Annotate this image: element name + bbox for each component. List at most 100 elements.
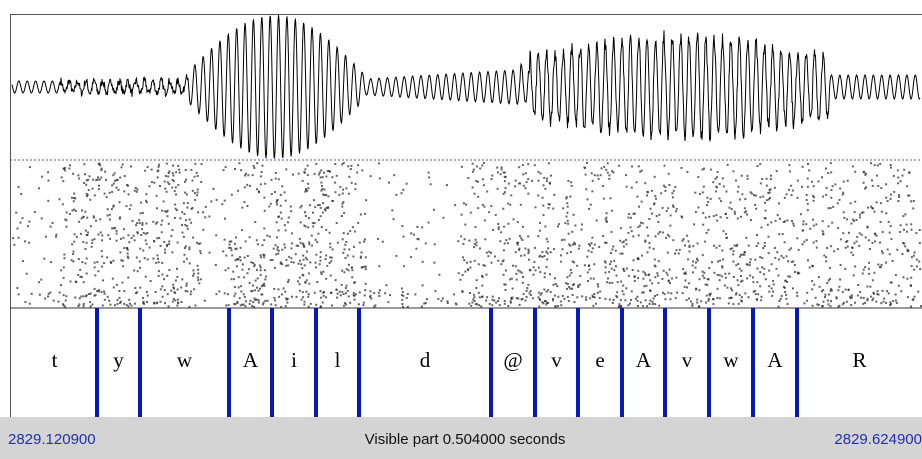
spectrogram-dot <box>55 233 58 236</box>
spectrogram-dot <box>481 178 484 181</box>
spectrogram-dot <box>768 197 771 199</box>
spectrogram-dot <box>586 255 589 258</box>
spectrogram-dot <box>99 164 102 167</box>
spectrogram-dot <box>512 218 515 221</box>
spectrogram-dot <box>812 199 815 202</box>
spectrogram-dot <box>763 273 765 276</box>
spectrogram-dot <box>199 252 202 255</box>
spectrogram-dot <box>494 213 497 216</box>
spectrogram-dot <box>400 294 403 296</box>
spectrogram-dot <box>222 250 225 253</box>
spectrogram-dot <box>118 296 121 299</box>
spectrogram-dot <box>165 210 168 213</box>
spectrogram-dot <box>416 225 419 228</box>
spectrogram-dot <box>635 181 638 184</box>
spectrogram-dot <box>661 231 664 234</box>
spectrogram-dot <box>324 258 327 261</box>
spectrogram-dot <box>573 241 576 244</box>
spectrogram-dot <box>515 272 518 275</box>
spectrogram-dot <box>672 205 675 208</box>
spectrogram-dot <box>89 292 92 295</box>
spectrogram-dot <box>482 264 485 267</box>
spectrogram-dot <box>103 290 106 293</box>
spectrogram-dot <box>307 226 310 229</box>
spectrogram-dot <box>266 299 269 302</box>
spectrogram-dot <box>509 300 512 303</box>
spectrogram-dot <box>902 215 905 218</box>
spectrogram-dot <box>627 216 630 219</box>
spectrogram-dot <box>646 305 649 308</box>
spectrogram-dot <box>650 189 653 192</box>
interval-label: A <box>636 348 652 372</box>
spectrogram-dot <box>463 259 466 262</box>
spectrogram-dot <box>754 293 757 296</box>
spectrogram-dot <box>701 274 704 277</box>
spectrogram-dot <box>712 298 715 301</box>
spectrogram-dot <box>790 247 793 250</box>
spectrogram-dot <box>22 260 24 263</box>
spectrogram-dot <box>275 199 278 202</box>
spectrogram-dot <box>496 166 499 169</box>
spectrogram-dot <box>899 224 902 227</box>
spectrogram-dot <box>533 164 536 167</box>
spectrogram-dot <box>796 291 798 294</box>
spectrogram-dot <box>725 236 728 239</box>
spectrogram-dot <box>135 292 137 295</box>
spectrogram-dot <box>593 263 596 266</box>
spectrogram-dot <box>753 290 756 292</box>
spectrogram-dot <box>514 265 517 268</box>
spectrogram-dot <box>241 303 244 306</box>
spectrogram-dot <box>897 176 900 179</box>
spectrogram-dot <box>780 295 783 297</box>
spectrogram-dot <box>497 226 500 229</box>
spectrogram-dot <box>500 231 503 234</box>
spectrogram-dot <box>97 188 100 191</box>
spectrogram-dot <box>876 290 879 293</box>
spectrogram-dot <box>701 270 704 273</box>
spectrogram-dot <box>903 228 905 231</box>
spectrogram-dot <box>241 206 244 209</box>
spectrogram-dot <box>108 191 111 194</box>
spectrogram-dot <box>830 245 833 248</box>
spectrogram-dot <box>241 268 244 271</box>
spectrogram-dot <box>653 203 656 206</box>
spectrogram-dot <box>218 290 221 293</box>
spectrogram-dot <box>369 175 372 178</box>
spectrogram-dot <box>805 194 808 196</box>
spectrogram-dot <box>47 179 50 182</box>
spectrogram-dot <box>744 292 747 295</box>
spectrogram-dot <box>199 278 202 281</box>
spectrogram-dot <box>871 207 874 210</box>
spectrogram-dot <box>133 189 136 192</box>
spectrogram-dot <box>805 239 808 241</box>
spectrogram-dot <box>251 174 254 177</box>
spectrogram-dot <box>737 284 740 287</box>
spectrogram-dot <box>181 278 184 281</box>
spectrogram-dot <box>750 219 752 222</box>
spectrogram-dot <box>860 211 863 214</box>
spectrogram-dot <box>619 239 622 242</box>
spectrogram-dot <box>260 285 263 288</box>
spectrogram-dot <box>616 296 619 299</box>
spectrogram-dot <box>485 273 488 276</box>
spectrogram-dot <box>580 228 583 231</box>
spectrogram-dot <box>478 296 481 299</box>
spectrogram-dot <box>51 222 54 224</box>
spectrogram-dot <box>475 287 478 289</box>
spectrogram-dot <box>596 283 599 286</box>
spectrogram-dot <box>873 164 876 167</box>
spectrogram-dot <box>47 199 50 202</box>
spectrogram-dot <box>315 253 318 256</box>
spectrogram-dot <box>505 269 507 272</box>
spectrogram-dot <box>334 191 337 194</box>
spectrogram-dot <box>115 179 118 182</box>
spectrogram-dot <box>82 215 85 218</box>
spectrogram-dot <box>373 292 376 295</box>
spectrogram-dot <box>631 269 634 271</box>
spectrogram-dot <box>682 238 685 241</box>
spectrogram-dot <box>89 198 92 201</box>
spectrogram-dot <box>583 264 586 267</box>
spectrogram-dot <box>566 295 569 298</box>
spectrogram-dot <box>253 289 256 292</box>
spectrogram-dot <box>896 169 899 172</box>
